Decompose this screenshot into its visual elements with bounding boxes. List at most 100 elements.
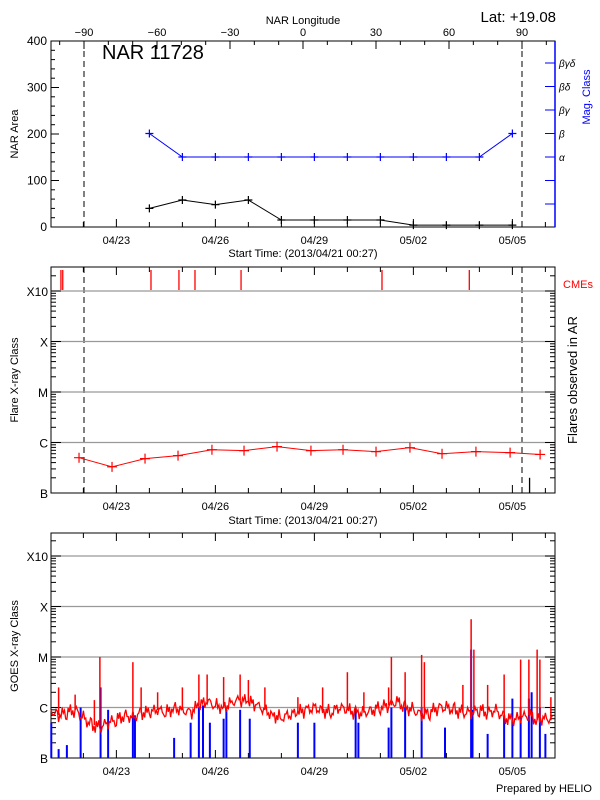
flare-point xyxy=(305,445,316,456)
mag-class-point xyxy=(277,153,286,161)
area-point xyxy=(343,216,352,225)
flare-point xyxy=(272,441,283,452)
mag-class-point xyxy=(310,153,319,161)
area-point xyxy=(376,216,385,225)
goes-class-axis-title: GOES X-ray Class xyxy=(9,600,21,692)
date-tick-label: 04/26 xyxy=(202,766,230,778)
latitude-label: Lat: +19.08 xyxy=(481,9,556,26)
flare-point xyxy=(470,446,481,457)
longitude-tick-label: 60 xyxy=(443,27,455,39)
flare-point xyxy=(338,444,349,455)
area-point xyxy=(310,216,319,225)
panel2-frame xyxy=(50,266,556,494)
area-point xyxy=(508,221,517,230)
flare-point xyxy=(74,452,85,463)
flare-point xyxy=(371,446,382,457)
mag-class-tick-label: βγδ xyxy=(558,59,576,70)
date-tick-label: 04/23 xyxy=(103,766,131,778)
date-tick-label: 04/26 xyxy=(202,501,230,513)
class-tick-label: X10 xyxy=(27,285,49,299)
mag-class-series-line xyxy=(149,133,513,158)
panel1-time-axis-title: Start Time: (2013/04/21 00:27) xyxy=(228,248,377,260)
longitude-tick-label: 30 xyxy=(370,27,382,39)
flare-point xyxy=(140,453,151,464)
area-tick-label: 200 xyxy=(27,127,47,141)
panel2-time-axis-title: Start Time: (2013/04/21 00:27) xyxy=(228,515,377,527)
area-tick-label: 400 xyxy=(27,34,47,48)
flare-point xyxy=(505,447,516,458)
chart-marks: 04/23 04/26 04/29 05/02 05/05 04/23 04/26 04/29… xyxy=(27,27,576,778)
mag-class-axis-title: Mag. Class xyxy=(581,69,593,125)
area-tick-label: 300 xyxy=(27,81,47,95)
mag-class-point xyxy=(145,129,154,138)
class-tick-label: C xyxy=(39,437,48,451)
mag-class-point xyxy=(244,153,253,161)
class-tick-label: X xyxy=(40,601,48,615)
mag-class-point xyxy=(409,153,418,161)
date-tick-label: 05/02 xyxy=(400,501,428,513)
area-point xyxy=(277,216,286,225)
mag-class-point xyxy=(442,153,451,161)
flares-observed-axis-title: Flares observed in AR xyxy=(565,316,580,444)
area-point xyxy=(442,221,451,230)
class-tick-label: B xyxy=(40,752,48,766)
panel3-frame xyxy=(50,532,556,759)
date-tick-label: 04/26 xyxy=(202,235,230,247)
flare-point xyxy=(437,448,448,459)
class-tick-label: C xyxy=(39,702,48,716)
mag-class-point xyxy=(178,153,187,161)
date-tick-label: 05/05 xyxy=(499,235,527,247)
mag-class-point xyxy=(376,153,385,161)
class-tick-label: X10 xyxy=(27,550,49,564)
date-tick-label: 05/05 xyxy=(499,501,527,513)
area-tick-label: 100 xyxy=(27,174,47,188)
region-title: NAR 11728 xyxy=(102,42,204,64)
date-tick-label: 04/29 xyxy=(301,501,329,513)
area-point xyxy=(475,221,484,230)
area-point xyxy=(145,204,154,213)
mag-class-tick-label: β xyxy=(558,130,565,141)
mag-class-point xyxy=(475,153,484,161)
credit-label: Prepared by HELIO xyxy=(496,783,592,795)
longitude-tick-label: 90 xyxy=(516,27,528,39)
longitude-tick-label: 0 xyxy=(300,27,306,39)
flare-point xyxy=(107,461,118,472)
date-tick-label: 05/02 xyxy=(400,766,428,778)
date-tick-label: 04/23 xyxy=(103,501,131,513)
mag-class-point xyxy=(211,153,220,161)
longitude-tick-label: −90 xyxy=(75,27,94,39)
flare-point xyxy=(239,445,250,456)
area-point xyxy=(178,196,187,205)
date-tick-label: 04/29 xyxy=(301,235,329,247)
goes-long-series-line xyxy=(50,693,553,735)
area-point xyxy=(409,221,418,230)
class-tick-label: M xyxy=(38,651,48,665)
flare-class-axis-title: Flare X-ray Class xyxy=(9,337,21,422)
flare-point xyxy=(404,442,415,453)
date-tick-label: 05/02 xyxy=(400,235,428,247)
class-tick-label: M xyxy=(38,386,48,400)
area-point xyxy=(244,196,253,205)
class-tick-label: X xyxy=(40,336,48,350)
flare-point xyxy=(173,450,184,461)
nar-area-axis-title: NAR Area xyxy=(9,109,21,159)
mag-class-point xyxy=(343,153,352,161)
cme-label: CMEs xyxy=(563,279,593,291)
longitude-axis-title: NAR Longitude xyxy=(266,15,341,27)
area-tick-label: 0 xyxy=(40,220,47,234)
date-tick-label: 05/05 xyxy=(499,766,527,778)
mag-class-tick-label: βγ xyxy=(558,106,571,117)
class-tick-label: B xyxy=(40,487,48,501)
flare-point xyxy=(206,444,217,455)
date-tick-label: 04/23 xyxy=(103,235,131,247)
area-series-line xyxy=(149,199,513,226)
date-tick-label: 04/29 xyxy=(301,766,329,778)
area-point xyxy=(211,200,220,209)
mag-class-tick-label: βδ xyxy=(558,83,571,94)
flare-point xyxy=(535,449,546,460)
longitude-tick-label: −30 xyxy=(221,27,240,39)
mag-class-point xyxy=(508,129,517,138)
longitude-tick-label: −60 xyxy=(148,27,167,39)
